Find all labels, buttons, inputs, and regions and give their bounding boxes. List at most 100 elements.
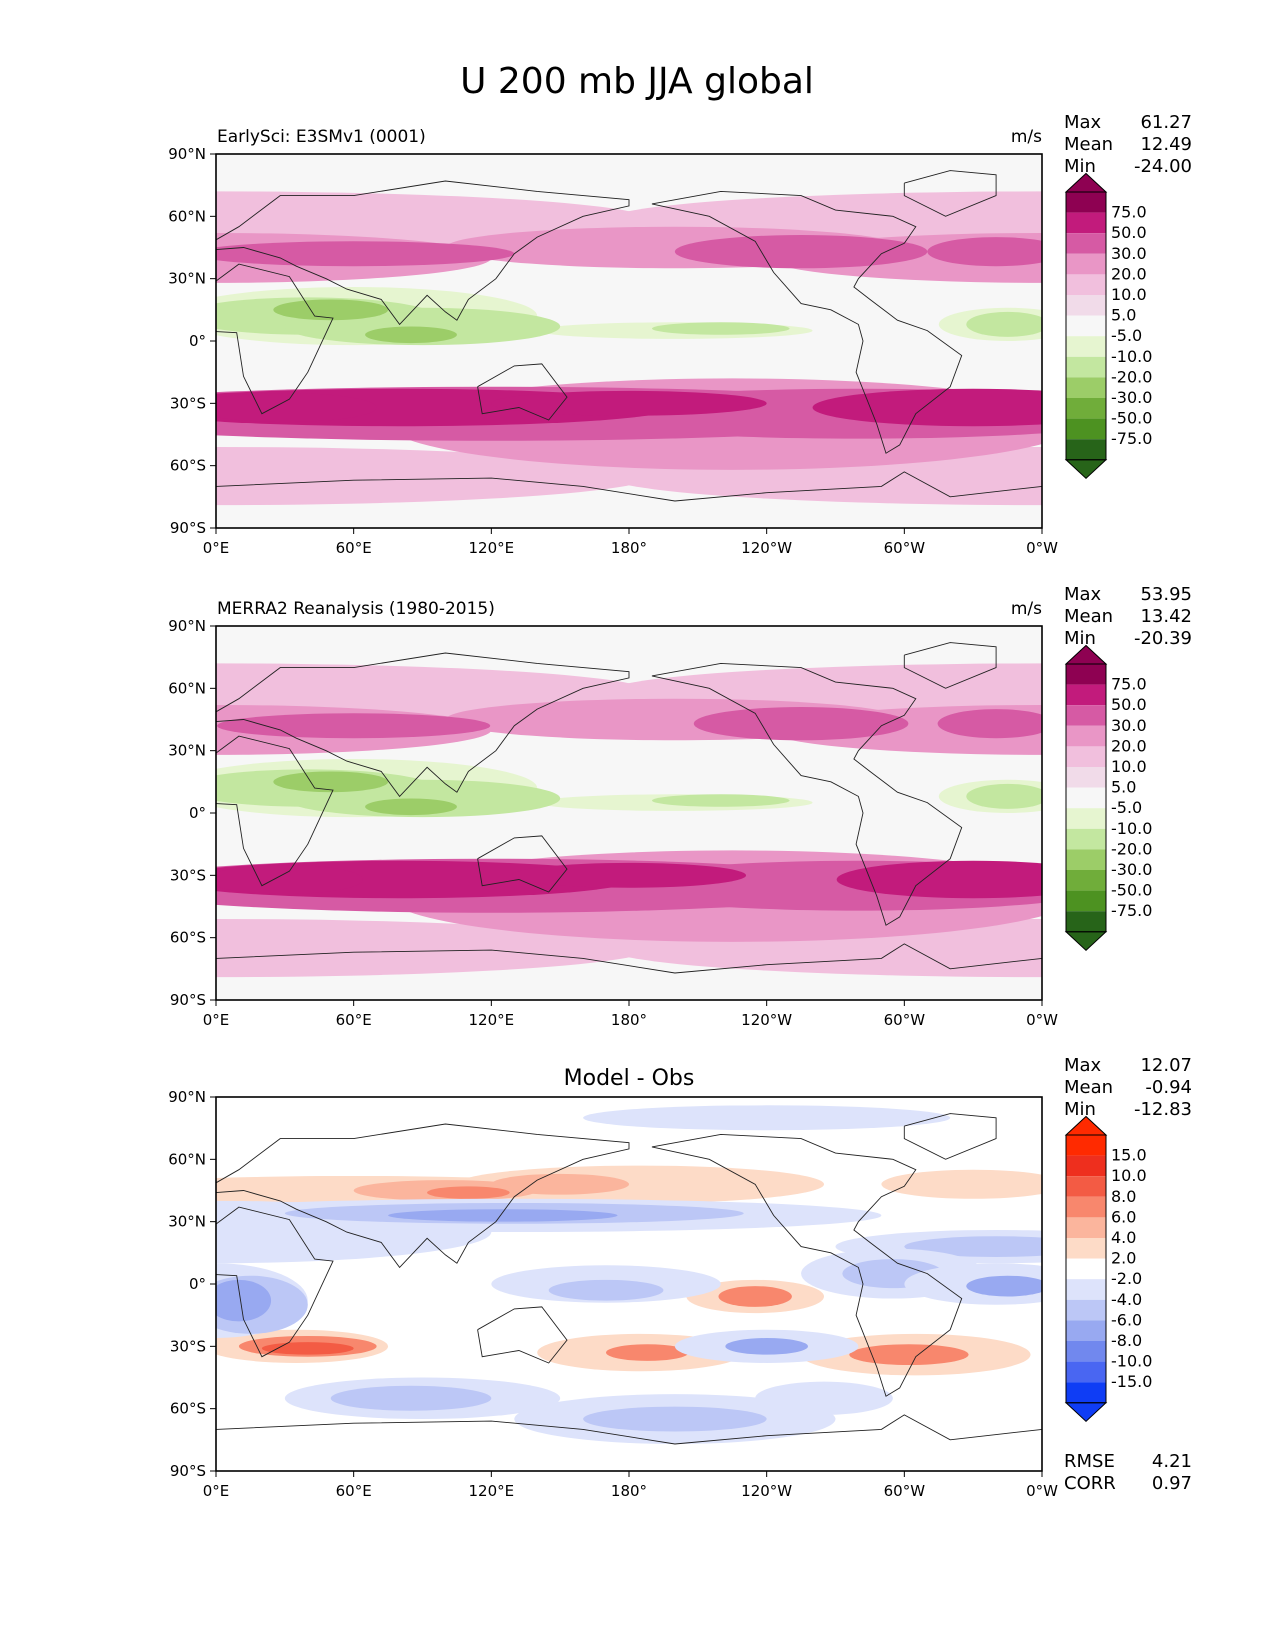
- x-tick-label: 180°: [611, 1482, 647, 1500]
- panel-1-colorbar-label: -5.0: [1111, 326, 1142, 345]
- x-tick-label: 60°E: [336, 1011, 372, 1029]
- panel-2-colorbar-segment: [1066, 725, 1106, 747]
- panel-2-colorbar-segment: [1066, 890, 1106, 912]
- panel-2-colorbar-segment: [1066, 911, 1106, 932]
- positive-anomaly: [881, 1169, 1042, 1199]
- panel-3-colorbar-segment: [1066, 1341, 1106, 1362]
- panel-3-colorbar-label: 4.0: [1111, 1228, 1136, 1247]
- coastline: [216, 652, 630, 798]
- x-tick-label: 60°E: [336, 539, 372, 557]
- westerly-band: [491, 390, 767, 416]
- stat-label: RMSE: [1064, 1451, 1115, 1472]
- y-tick-label: 90°N: [168, 1088, 206, 1106]
- easterly-band: [273, 771, 389, 793]
- panel-1-colorbar-segment: [1066, 439, 1106, 460]
- map-field: [216, 1097, 1042, 1471]
- panel-2-colorbar-segment: [1066, 808, 1106, 829]
- y-tick-label: 0°: [189, 332, 206, 350]
- negative-anomaly: [216, 1279, 272, 1322]
- westerly-band: [836, 860, 1042, 899]
- panel-subtitle: Model - Obs: [564, 1066, 695, 1091]
- westerly-band: [217, 713, 491, 739]
- stat-value: 61.27: [1140, 112, 1192, 133]
- coastline: [651, 1133, 963, 1397]
- map-field: [216, 626, 1042, 1000]
- stat-value: 0.97: [1152, 1473, 1192, 1494]
- stat-label: Min: [1064, 156, 1096, 177]
- negative-anomaly: [583, 1406, 767, 1432]
- panel-2-colorbar-extend-bottom: [1064, 931, 1108, 952]
- panel-2-colorbar-label: -20.0: [1111, 839, 1152, 858]
- x-tick-label: 0°E: [203, 1011, 230, 1029]
- panel-2-colorbar-label: 5.0: [1111, 778, 1136, 797]
- x-tick-label: 60°W: [884, 1482, 926, 1500]
- stat-label: Max: [1064, 1055, 1102, 1076]
- y-tick-label: 30°S: [170, 394, 206, 412]
- panel-2-colorbar-label: -75.0: [1111, 901, 1152, 920]
- westerly-band: [216, 241, 515, 267]
- panel-1-colorbar-label: 30.0: [1111, 244, 1147, 263]
- panel-3-colorbar-label: 2.0: [1111, 1249, 1136, 1268]
- westerly-band: [693, 707, 909, 741]
- y-tick-label: 30°N: [168, 742, 206, 760]
- y-tick-label: 30°N: [168, 1213, 206, 1231]
- positive-anomaly: [491, 1173, 629, 1195]
- panel-2-colorbar-label: 30.0: [1111, 716, 1147, 735]
- panel-1-colorbar-extend-bottom: [1064, 459, 1108, 480]
- panel-subtitle: MERRA2 Reanalysis (1980-2015): [217, 599, 495, 619]
- panel-1-colorbar-segment: [1066, 212, 1106, 234]
- stat-value: 12.07: [1140, 1055, 1192, 1076]
- easterly-band: [365, 326, 457, 344]
- easterly-band: [966, 311, 1042, 337]
- coastline: [477, 1306, 568, 1364]
- panel-2-colorbar-segment: [1066, 787, 1106, 809]
- panel-1-colorbar-segment: [1066, 315, 1106, 337]
- panel-3-colorbar-label: -8.0: [1111, 1331, 1142, 1350]
- easterly-band: [651, 794, 790, 807]
- panel-1-colorbar-label: -50.0: [1111, 409, 1152, 428]
- y-tick-label: 30°S: [170, 1337, 206, 1355]
- x-tick-label: 0°E: [203, 539, 230, 557]
- positive-anomaly: [718, 1286, 792, 1307]
- coastline: [216, 1123, 630, 1269]
- panel-2-colorbar-label: 20.0: [1111, 736, 1147, 755]
- panel-2-colorbar-label: 75.0: [1111, 675, 1147, 694]
- y-tick-label: 0°: [189, 804, 206, 822]
- westerly-band: [216, 392, 377, 423]
- y-tick-label: 60°N: [168, 1150, 206, 1168]
- panel-1-colorbar-segment: [1066, 418, 1106, 440]
- panel-3-colorbar-label: -2.0: [1111, 1269, 1142, 1288]
- panel-2-colorbar-segment: [1066, 828, 1106, 850]
- panel-1-colorbar-label: 50.0: [1111, 223, 1147, 242]
- panel-1-colorbar-segment: [1066, 192, 1106, 213]
- panel-1-colorbar-label: -10.0: [1111, 347, 1152, 366]
- x-tick-label: 180°: [611, 539, 647, 557]
- stat-value: -20.39: [1134, 628, 1192, 649]
- panel-1-colorbar-segment: [1066, 274, 1106, 295]
- y-tick-label: 60°N: [168, 207, 206, 225]
- panel-2-colorbar-segment: [1066, 870, 1106, 891]
- panel-3-colorbar-segment: [1066, 1320, 1106, 1341]
- x-tick-label: 120°E: [469, 1011, 515, 1029]
- x-tick-label: 120°E: [469, 1482, 515, 1500]
- stat-label: CORR: [1064, 1473, 1116, 1494]
- easterly-band: [651, 322, 790, 335]
- coastline: [216, 735, 334, 887]
- positive-anomaly: [849, 1344, 969, 1366]
- y-tick-label: 60°S: [170, 457, 206, 475]
- panel-3-colorbar-segment: [1066, 1279, 1106, 1300]
- x-tick-label: 120°E: [469, 539, 515, 557]
- panel-1-colorbar-label: 20.0: [1111, 264, 1147, 283]
- panel-2-colorbar-segment: [1066, 705, 1106, 726]
- panel-3-colorbar-label: 6.0: [1111, 1207, 1136, 1226]
- x-tick-label: 180°: [611, 1011, 647, 1029]
- panel-1: 0°E 60°E 120°E 180° 120°W 60°W 0°W 90°N 60°N 30°N…: [168, 112, 1192, 557]
- stat-label: Mean: [1064, 1077, 1113, 1098]
- panel-3-colorbar-segment: [1066, 1196, 1106, 1218]
- negative-anomaly: [583, 1105, 951, 1131]
- panel-2-colorbar-label: -30.0: [1111, 860, 1152, 879]
- panel-3-colorbar-segment: [1066, 1258, 1106, 1280]
- panel-2-colorbar-segment: [1066, 849, 1106, 870]
- y-tick-label: 0°: [189, 1275, 206, 1293]
